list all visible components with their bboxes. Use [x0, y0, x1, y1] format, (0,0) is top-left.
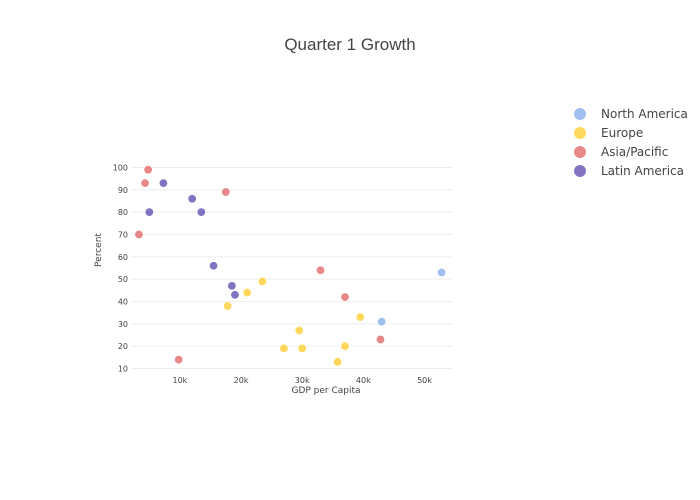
data-point-latin-america[interactable] — [227, 281, 237, 291]
y-tick-label: 30 — [118, 320, 128, 329]
x-tick-label: 30k — [295, 376, 310, 385]
data-point-latin-america[interactable] — [196, 207, 206, 217]
x-axis-ticks: 10k 20k 30k 40k 50k — [173, 376, 433, 385]
gridlines — [131, 166, 452, 370]
y-tick-label: 10 — [118, 365, 128, 374]
x-tick-label: 10k — [173, 376, 188, 385]
data-point-europe[interactable] — [242, 288, 252, 298]
data-point-latin-america[interactable] — [158, 178, 168, 188]
data-point-europe[interactable] — [333, 357, 343, 367]
data-point-asia-pacific[interactable] — [143, 165, 153, 175]
data-point-latin-america[interactable] — [209, 261, 219, 271]
y-tick-label: 80 — [118, 208, 128, 217]
data-point-north-america[interactable] — [377, 317, 387, 327]
data-point-asia-pacific[interactable] — [140, 178, 150, 188]
legend-label-latin-america[interactable]: Latin America — [601, 164, 684, 178]
legend-label-asia-pacific[interactable]: Asia/Pacific — [601, 145, 668, 159]
y-tick-label: 90 — [118, 186, 128, 195]
data-point-latin-america[interactable] — [230, 290, 240, 300]
data-point-north-america[interactable] — [437, 267, 447, 277]
x-tick-label: 20k — [234, 376, 249, 385]
legend-marker-europe — [574, 127, 586, 139]
data-point-europe[interactable] — [294, 326, 304, 336]
data-point-latin-america[interactable] — [187, 194, 197, 204]
chart-title: Quarter 1 Growth — [284, 35, 415, 54]
data-point-europe[interactable] — [223, 301, 233, 311]
data-point-europe[interactable] — [257, 276, 267, 286]
data-point-asia-pacific[interactable] — [340, 292, 350, 302]
data-points — [134, 165, 447, 367]
y-tick-label: 70 — [118, 230, 128, 239]
y-tick-label: 40 — [118, 298, 128, 307]
data-point-asia-pacific[interactable] — [174, 355, 184, 365]
legend-label-north-america[interactable]: North America — [601, 107, 688, 121]
x-axis-title: GDP per Capita — [291, 386, 360, 396]
x-tick-label: 40k — [356, 376, 371, 385]
legend: North America Europe Asia/Pacific Latin Ame… — [574, 107, 688, 178]
data-point-latin-america[interactable] — [144, 207, 154, 217]
data-point-asia-pacific[interactable] — [375, 334, 385, 344]
legend-marker-asia-pacific — [574, 146, 586, 158]
y-tick-label: 50 — [118, 275, 128, 284]
data-point-europe[interactable] — [279, 343, 289, 353]
y-tick-label: 20 — [118, 342, 128, 351]
y-axis-ticks: 10 20 30 40 50 60 70 80 90 100 — [113, 163, 128, 373]
legend-marker-north-america — [574, 108, 586, 120]
data-point-asia-pacific[interactable] — [316, 265, 326, 275]
legend-marker-latin-america — [574, 165, 586, 177]
y-tick-label: 60 — [118, 253, 128, 262]
data-point-europe[interactable] — [355, 312, 365, 322]
y-axis-title: Percent — [94, 233, 104, 267]
y-tick-label: 100 — [113, 163, 128, 172]
data-point-asia-pacific[interactable] — [221, 187, 231, 197]
data-point-europe[interactable] — [340, 341, 350, 351]
legend-label-europe[interactable]: Europe — [601, 126, 643, 140]
data-point-europe[interactable] — [297, 343, 307, 353]
x-tick-label: 50k — [417, 376, 432, 385]
data-point-asia-pacific[interactable] — [134, 229, 144, 239]
